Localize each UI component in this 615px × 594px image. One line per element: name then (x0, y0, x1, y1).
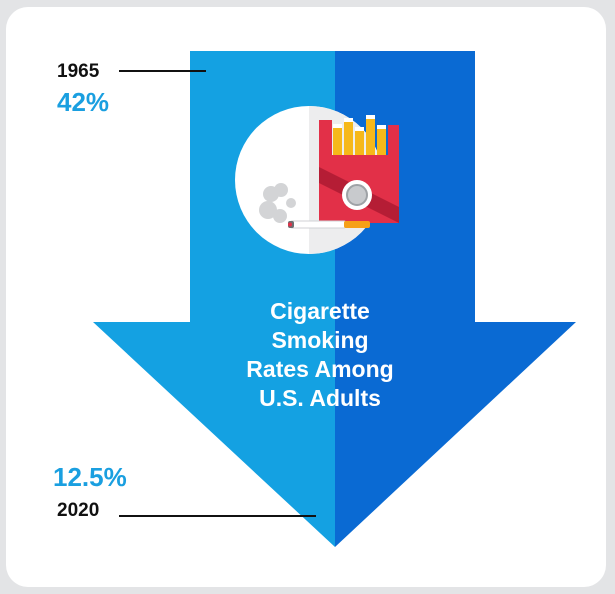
start-value: 42% (57, 87, 110, 117)
cigarette-icon (288, 220, 370, 229)
title-line: U.S. Adults (259, 385, 381, 411)
title-line: Cigarette (270, 298, 370, 324)
end-value: 12.5% (53, 462, 127, 492)
infographic-title: Cigarette Smoking Rates Among U.S. Adult… (220, 297, 420, 413)
title-line: Rates Among (246, 356, 394, 382)
title-line: Smoking (271, 327, 369, 353)
smoke-icon (259, 183, 296, 223)
end-year: 2020 (57, 500, 100, 521)
start-year: 1965 (57, 61, 100, 82)
cigarette-pack-icon (319, 115, 399, 223)
down-arrow-graphic (93, 51, 576, 547)
infographic-card: 1965 42% 12.5% 2020 Cigarette Smoking Ra… (6, 7, 606, 587)
